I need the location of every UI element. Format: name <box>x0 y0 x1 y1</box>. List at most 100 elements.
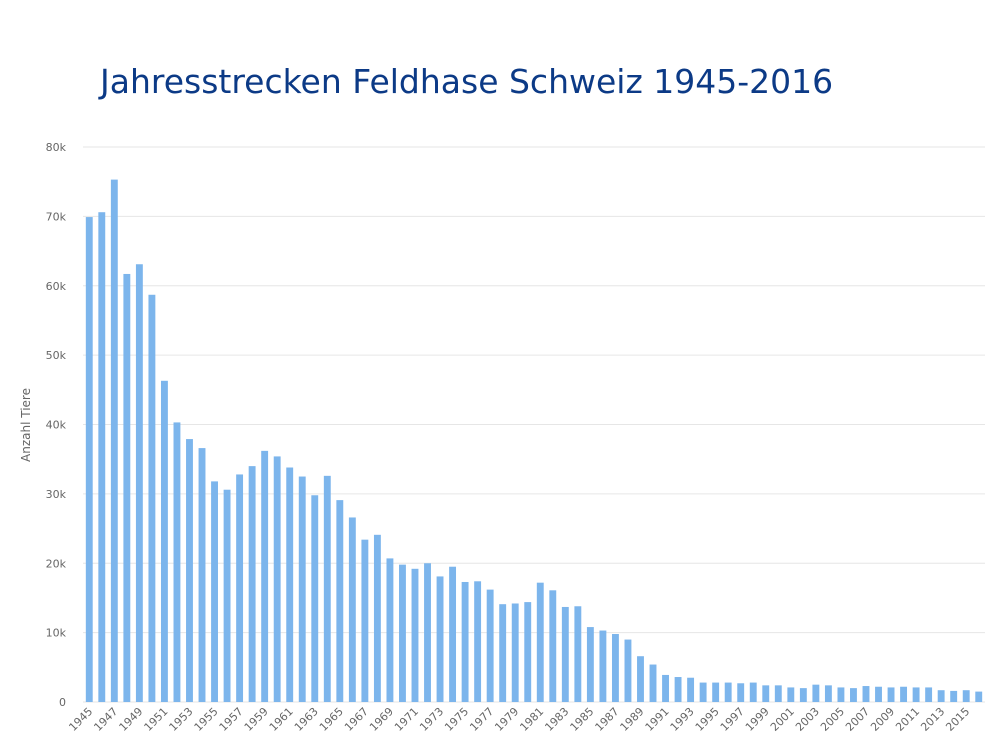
bar-2008[interactable] <box>875 686 882 702</box>
x-tick-label: 1977 <box>467 705 496 734</box>
bar-1974[interactable] <box>449 566 457 702</box>
x-axis-ticks: 1945194719491951195319551957195919611963… <box>66 705 972 734</box>
bars <box>85 179 983 702</box>
bar-1989[interactable] <box>637 656 644 702</box>
x-tick-label: 1987 <box>593 705 622 734</box>
bar-1973[interactable] <box>436 576 444 702</box>
bar-1997[interactable] <box>737 683 745 702</box>
bar-1998[interactable] <box>749 682 757 702</box>
y-tick-label: 0 <box>59 696 66 709</box>
bar-1947[interactable] <box>110 179 118 702</box>
bar-2001[interactable] <box>787 687 795 702</box>
bar-1967[interactable] <box>361 539 369 702</box>
bar-2016[interactable] <box>975 691 983 702</box>
bar-1961[interactable] <box>286 467 294 702</box>
bar-1993[interactable] <box>687 677 695 702</box>
bar-1978[interactable] <box>499 604 507 702</box>
bar-2002[interactable] <box>799 688 807 702</box>
bar-2010[interactable] <box>900 686 908 702</box>
bar-1990[interactable] <box>649 664 657 702</box>
bar-1994[interactable] <box>699 682 707 702</box>
y-tick-label: 60k <box>46 280 67 293</box>
x-tick-label: 2013 <box>918 705 947 734</box>
bar-1945[interactable] <box>85 217 93 702</box>
bar-2007[interactable] <box>862 686 870 702</box>
bar-1946[interactable] <box>98 212 106 702</box>
x-tick-label: 2005 <box>818 705 847 734</box>
bar-1972[interactable] <box>424 563 431 702</box>
y-tick-label: 70k <box>46 210 67 223</box>
bar-1956[interactable] <box>223 489 231 702</box>
x-tick-label: 2009 <box>868 705 897 734</box>
bar-1955[interactable] <box>211 481 218 702</box>
bar-1957[interactable] <box>236 474 244 702</box>
bar-1948[interactable] <box>123 273 131 702</box>
y-axis-ticks: 0 10k 20k 30k 40k 50k 60k 70k 80k <box>46 141 67 709</box>
x-tick-label: 1955 <box>192 705 221 734</box>
y-tick-label: 80k <box>46 141 67 154</box>
x-tick-label: 2003 <box>793 705 822 734</box>
bar-2013[interactable] <box>937 690 945 702</box>
bar-1970[interactable] <box>399 564 406 702</box>
bar-2014[interactable] <box>950 690 958 702</box>
bar-2015[interactable] <box>962 690 970 702</box>
x-tick-label: 1967 <box>342 705 371 734</box>
bar-1995[interactable] <box>712 682 720 702</box>
bar-1987[interactable] <box>611 634 619 702</box>
bar-1980[interactable] <box>524 602 532 702</box>
bar-1992[interactable] <box>674 677 682 702</box>
gridlines <box>83 146 985 703</box>
bar-1960[interactable] <box>273 456 281 702</box>
y-tick-label: 20k <box>46 557 67 570</box>
bar-1969[interactable] <box>386 558 394 702</box>
bar-1966[interactable] <box>348 517 356 702</box>
bar-1983[interactable] <box>561 606 569 702</box>
bar-2005[interactable] <box>837 687 845 702</box>
bar-2006[interactable] <box>850 688 857 702</box>
bar-1979[interactable] <box>511 603 519 702</box>
x-tick-label: 1949 <box>117 705 146 734</box>
bar-1958[interactable] <box>248 466 256 702</box>
x-tick-label: 1961 <box>267 705 296 734</box>
bar-1953[interactable] <box>186 439 193 702</box>
bar-1964[interactable] <box>323 475 331 702</box>
bar-2009[interactable] <box>887 687 895 702</box>
bar-1999[interactable] <box>762 685 770 702</box>
x-tick-label: 1991 <box>643 705 672 734</box>
bar-1988[interactable] <box>624 639 632 702</box>
x-tick-label: 1985 <box>568 705 597 734</box>
bar-1954[interactable] <box>198 448 206 702</box>
bar-1952[interactable] <box>173 422 181 702</box>
bar-1949[interactable] <box>135 264 143 702</box>
chart-title: Jahresstrecken Feldhase Schweiz 1945-201… <box>100 62 834 101</box>
bar-1976[interactable] <box>474 581 482 702</box>
bar-1977[interactable] <box>486 589 494 702</box>
bar-2011[interactable] <box>912 687 920 702</box>
bar-1971[interactable] <box>411 568 419 702</box>
bar-1991[interactable] <box>662 674 669 702</box>
bar-1982[interactable] <box>549 590 557 702</box>
x-tick-label: 1951 <box>142 705 171 734</box>
bar-1968[interactable] <box>373 534 381 702</box>
bar-2004[interactable] <box>824 685 832 702</box>
bar-1963[interactable] <box>311 495 319 702</box>
bar-1986[interactable] <box>599 630 607 702</box>
x-tick-label: 1989 <box>618 705 647 734</box>
bar-1984[interactable] <box>574 606 582 702</box>
x-tick-label: 1963 <box>292 705 321 734</box>
bar-1996[interactable] <box>724 682 732 702</box>
bar-1965[interactable] <box>336 500 344 702</box>
x-tick-label: 2001 <box>768 705 797 734</box>
bar-1950[interactable] <box>148 294 156 702</box>
bar-2000[interactable] <box>774 685 782 702</box>
bar-1962[interactable] <box>298 476 306 702</box>
bar-1981[interactable] <box>536 582 544 702</box>
bar-2003[interactable] <box>812 684 820 702</box>
bar-1975[interactable] <box>461 581 469 702</box>
y-tick-label: 40k <box>46 419 67 432</box>
bar-1951[interactable] <box>160 380 168 702</box>
bar-1985[interactable] <box>586 627 594 702</box>
bar-2012[interactable] <box>925 687 933 702</box>
bar-1959[interactable] <box>261 450 269 702</box>
